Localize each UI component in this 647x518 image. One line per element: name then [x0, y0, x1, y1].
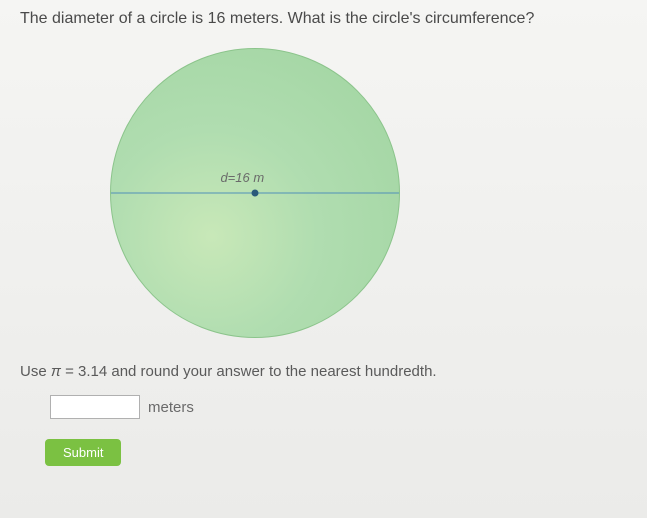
- center-dot: [252, 190, 259, 197]
- circle-shape: d=16 m: [110, 48, 400, 338]
- circle-diagram: d=16 m: [110, 48, 400, 338]
- question-text: The diameter of a circle is 16 meters. W…: [20, 10, 627, 28]
- instruction-prefix: Use: [20, 363, 51, 380]
- answer-row: meters: [50, 395, 627, 419]
- submit-button[interactable]: Submit: [45, 439, 121, 466]
- diameter-label: d=16 m: [220, 170, 264, 185]
- unit-label: meters: [148, 399, 194, 416]
- pi-symbol: π: [51, 363, 61, 380]
- answer-input[interactable]: [50, 395, 140, 419]
- instruction-text: Use π = 3.14 and round your answer to th…: [20, 363, 627, 380]
- instruction-rest: = 3.14 and round your answer to the near…: [61, 363, 437, 380]
